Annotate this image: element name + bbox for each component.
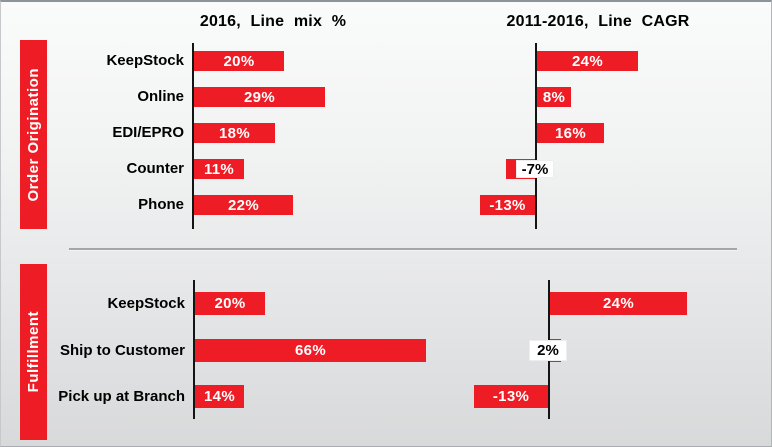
bar: 24% <box>537 51 638 71</box>
section-band-label: Order Origination <box>25 67 42 202</box>
bar-value-label: 8% <box>542 88 566 106</box>
bar-value-label: -13% <box>489 196 526 214</box>
section-band-label: Fulfillment <box>25 311 42 393</box>
bar-value-label: 24% <box>603 295 634 312</box>
bar: 14% <box>195 385 244 408</box>
bar-value-label: 24% <box>572 52 603 70</box>
section-divider <box>69 248 737 251</box>
bar: 29% <box>194 87 325 107</box>
section-band-fulfillment: Fulfillment <box>20 264 47 440</box>
bar: 22% <box>194 195 293 215</box>
bar-value-label: 66% <box>295 342 326 359</box>
bar-value-label: 14% <box>204 388 235 405</box>
bar-value-label: 22% <box>228 196 259 214</box>
axis-baseline <box>535 43 537 229</box>
column-header-line-cagr: 2011-2016, Line CAGR <box>506 13 690 30</box>
bar-value-chip: 2% <box>530 341 566 360</box>
bar: 66% <box>195 339 426 362</box>
bar: 18% <box>194 123 275 143</box>
bar: -13% <box>480 195 535 215</box>
bar-value-label: 11% <box>203 160 235 178</box>
bar: 24% <box>550 292 687 315</box>
bar-value-label: 20% <box>214 295 246 312</box>
axis-baseline <box>192 43 194 229</box>
bar: 11% <box>194 159 244 179</box>
bar <box>506 159 535 179</box>
column-header-line-mix: 2016, Line mix % <box>199 13 347 30</box>
section-band-order-origination: Order Origination <box>20 40 47 229</box>
bar: 20% <box>194 51 284 71</box>
bar-value-label: 29% <box>244 88 275 106</box>
bar-value-chip: -7% <box>517 161 553 178</box>
bar-value-label: 18% <box>219 124 250 142</box>
axis-baseline <box>548 280 550 419</box>
bar: -13% <box>474 385 548 408</box>
bar-value-label: 16% <box>555 124 586 142</box>
bar <box>550 339 561 362</box>
bar-value-label: -13% <box>492 388 530 405</box>
axis-baseline <box>193 280 195 419</box>
bar: 8% <box>537 87 571 107</box>
bar-value-label: 20% <box>223 52 255 70</box>
bar: 16% <box>537 123 604 143</box>
bar: 20% <box>195 292 265 315</box>
